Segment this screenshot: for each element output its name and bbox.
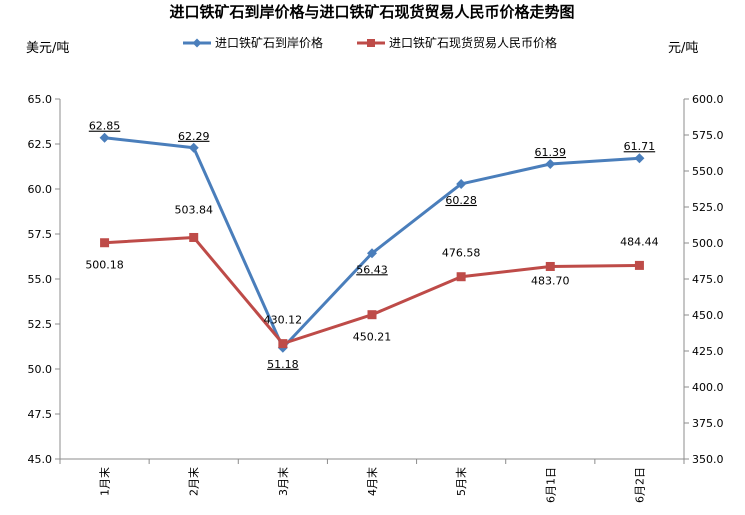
data-label: 60.28 — [445, 194, 477, 207]
x-category-label: 5月末 — [454, 467, 468, 496]
data-label: 430.12 — [264, 314, 303, 327]
x-category-label: 6月1日 — [544, 467, 557, 503]
legend-label: 进口铁矿石到岸价格 — [215, 35, 323, 50]
y-right-tick-label: 475.0 — [692, 273, 724, 286]
data-point-square — [278, 339, 288, 349]
x-category-label: 6月2日 — [633, 467, 646, 503]
legend-marker-diamond — [192, 38, 202, 48]
y-left-unit: 美元/吨 — [26, 41, 69, 56]
data-label: 61.39 — [535, 146, 567, 159]
x-category-label: 2月末 — [187, 467, 201, 496]
y-left-tick-label: 57.5 — [28, 228, 53, 241]
data-label: 61.71 — [624, 140, 656, 153]
data-label: 56.43 — [356, 263, 388, 276]
data-label: 450.21 — [353, 331, 392, 344]
chart-title: 进口铁矿石到岸价格与进口铁矿石现货贸易人民币价格走势图 — [169, 3, 574, 21]
data-point-diamond — [456, 178, 467, 189]
data-point-diamond — [367, 248, 377, 259]
data-point-square — [634, 260, 644, 270]
legend-marker-square — [367, 39, 375, 47]
data-point-diamond — [99, 132, 110, 143]
data-point-square — [189, 232, 199, 242]
y-left-tick-label: 65.0 — [28, 93, 53, 106]
data-label: 500.18 — [85, 259, 124, 272]
legend-label: 进口铁矿石现货贸易人民币价格 — [389, 35, 557, 50]
y-left-tick-label: 50.0 — [28, 363, 53, 376]
data-point-square — [545, 261, 555, 271]
data-label: 62.85 — [89, 120, 121, 133]
x-category-label: 4月末 — [365, 467, 379, 496]
y-left-tick-label: 45.0 — [28, 453, 53, 466]
legend-item-1: 进口铁矿石到岸价格 — [183, 35, 323, 50]
y-right-tick-label: 425.0 — [692, 345, 724, 358]
data-label: 51.18 — [267, 358, 299, 371]
y-left-tick-label: 47.5 — [28, 408, 53, 421]
data-point-diamond — [545, 158, 556, 169]
data-label: 476.58 — [442, 247, 481, 260]
data-point-square — [456, 272, 466, 282]
y-right-tick-label: 600.0 — [692, 93, 724, 106]
y-right-tick-label: 350.0 — [692, 453, 724, 466]
y-right-tick-label: 450.0 — [692, 309, 724, 322]
y-left-tick-label: 52.5 — [28, 318, 53, 331]
axes: 45.0 47.5 50.0 52.5 55.0 57.5 60.0 62.5 65.0 350.… — [28, 93, 724, 503]
y-right-tick-label: 375.0 — [692, 417, 724, 430]
series-1: 62.85 62.29 51.18 56.43 60.28 61.39 61.71 — [89, 120, 655, 371]
data-point-square — [367, 310, 377, 320]
data-label: 484.44 — [620, 235, 659, 248]
x-category-label: 1月末 — [98, 467, 112, 496]
y-left-tick-label: 62.5 — [28, 138, 53, 151]
data-label: 62.29 — [178, 130, 210, 143]
series-2: 500.18 503.84 430.12 450.21 476.58 483.70 484.… — [85, 203, 659, 349]
y-right-unit: 元/吨 — [668, 41, 698, 56]
data-label: 483.70 — [531, 274, 570, 287]
data-label: 503.84 — [174, 203, 213, 216]
x-category-label: 3月末 — [276, 467, 290, 496]
y-right-tick-label: 525.0 — [692, 201, 724, 214]
y-right-tick-label: 400.0 — [692, 381, 724, 394]
data-point-diamond — [634, 153, 645, 164]
y-left-tick-label: 60.0 — [28, 183, 53, 196]
y-right-tick-label: 550.0 — [692, 165, 724, 178]
y-right-tick-label: 575.0 — [692, 129, 724, 142]
data-point-square — [100, 238, 110, 248]
legend-item-2: 进口铁矿石现货贸易人民币价格 — [357, 35, 557, 50]
y-right-tick-label: 500.0 — [692, 237, 724, 250]
data-point-diamond — [188, 142, 199, 153]
legend: 进口铁矿石到岸价格 进口铁矿石现货贸易人民币价格 — [183, 35, 557, 50]
y-left-tick-label: 55.0 — [28, 273, 53, 286]
series-layer: 62.85 62.29 51.18 56.43 60.28 61.39 61.71 500.1… — [85, 120, 658, 371]
